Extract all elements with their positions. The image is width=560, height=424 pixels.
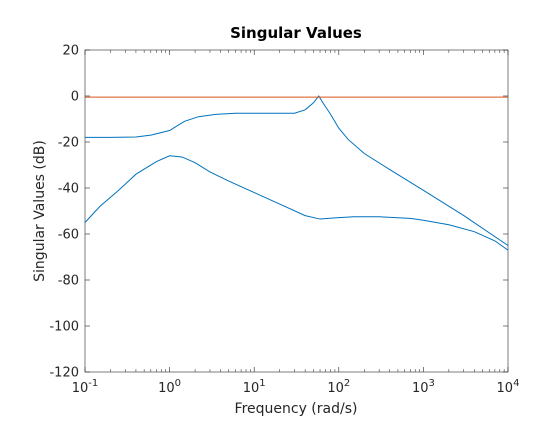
x-axis-ticks: 10-1 100 101 102 103 104 xyxy=(72,50,520,396)
series-line-1 xyxy=(85,95,509,246)
x-tick-label-base: 10 xyxy=(72,381,89,396)
x-tick-label-exponent: 3 xyxy=(428,378,434,389)
x-tick-label-base: 10 xyxy=(412,381,429,396)
series-line-2 xyxy=(84,155,509,251)
x-tick-label-exponent: -1 xyxy=(88,378,98,389)
x-tick-label-exponent: 2 xyxy=(344,378,350,389)
x-tick-label: 101 xyxy=(243,378,266,396)
y-tick-label: -80 xyxy=(58,274,79,289)
y-axis-ticks: 20 0 -20 -40 -60 -80 -100 -120 xyxy=(49,44,508,381)
y-tick-label: -120 xyxy=(49,366,79,381)
x-tick-label-exponent: 1 xyxy=(259,378,265,389)
y-tick-label: -40 xyxy=(58,182,79,197)
plot-area xyxy=(84,49,509,373)
x-tick-label-base: 10 xyxy=(327,381,344,396)
x-tick-label-base: 10 xyxy=(497,381,514,396)
x-tick-label-exponent: 0 xyxy=(175,378,181,389)
x-tick-label-base: 10 xyxy=(243,381,260,396)
y-tick-label: -100 xyxy=(49,320,79,335)
x-tick-label-exponent: 4 xyxy=(513,378,519,389)
series-layer xyxy=(84,95,509,251)
chart-title: Singular Values xyxy=(230,24,362,42)
x-tick-label: 102 xyxy=(327,378,350,396)
x-axis-label: Frequency (rad/s) xyxy=(235,401,358,417)
x-tick-label: 10-1 xyxy=(72,378,99,396)
y-tick-label: -20 xyxy=(58,136,79,151)
y-axis-label: Singular Values (dB) xyxy=(32,140,48,282)
x-tick-label: 100 xyxy=(158,378,181,396)
y-tick-label: 20 xyxy=(62,44,79,59)
x-tick-label-base: 10 xyxy=(158,381,175,396)
x-tick-label: 103 xyxy=(412,378,435,396)
y-tick-label: -60 xyxy=(58,228,79,243)
y-tick-label: 0 xyxy=(71,90,79,105)
x-tick-label: 104 xyxy=(497,378,520,396)
